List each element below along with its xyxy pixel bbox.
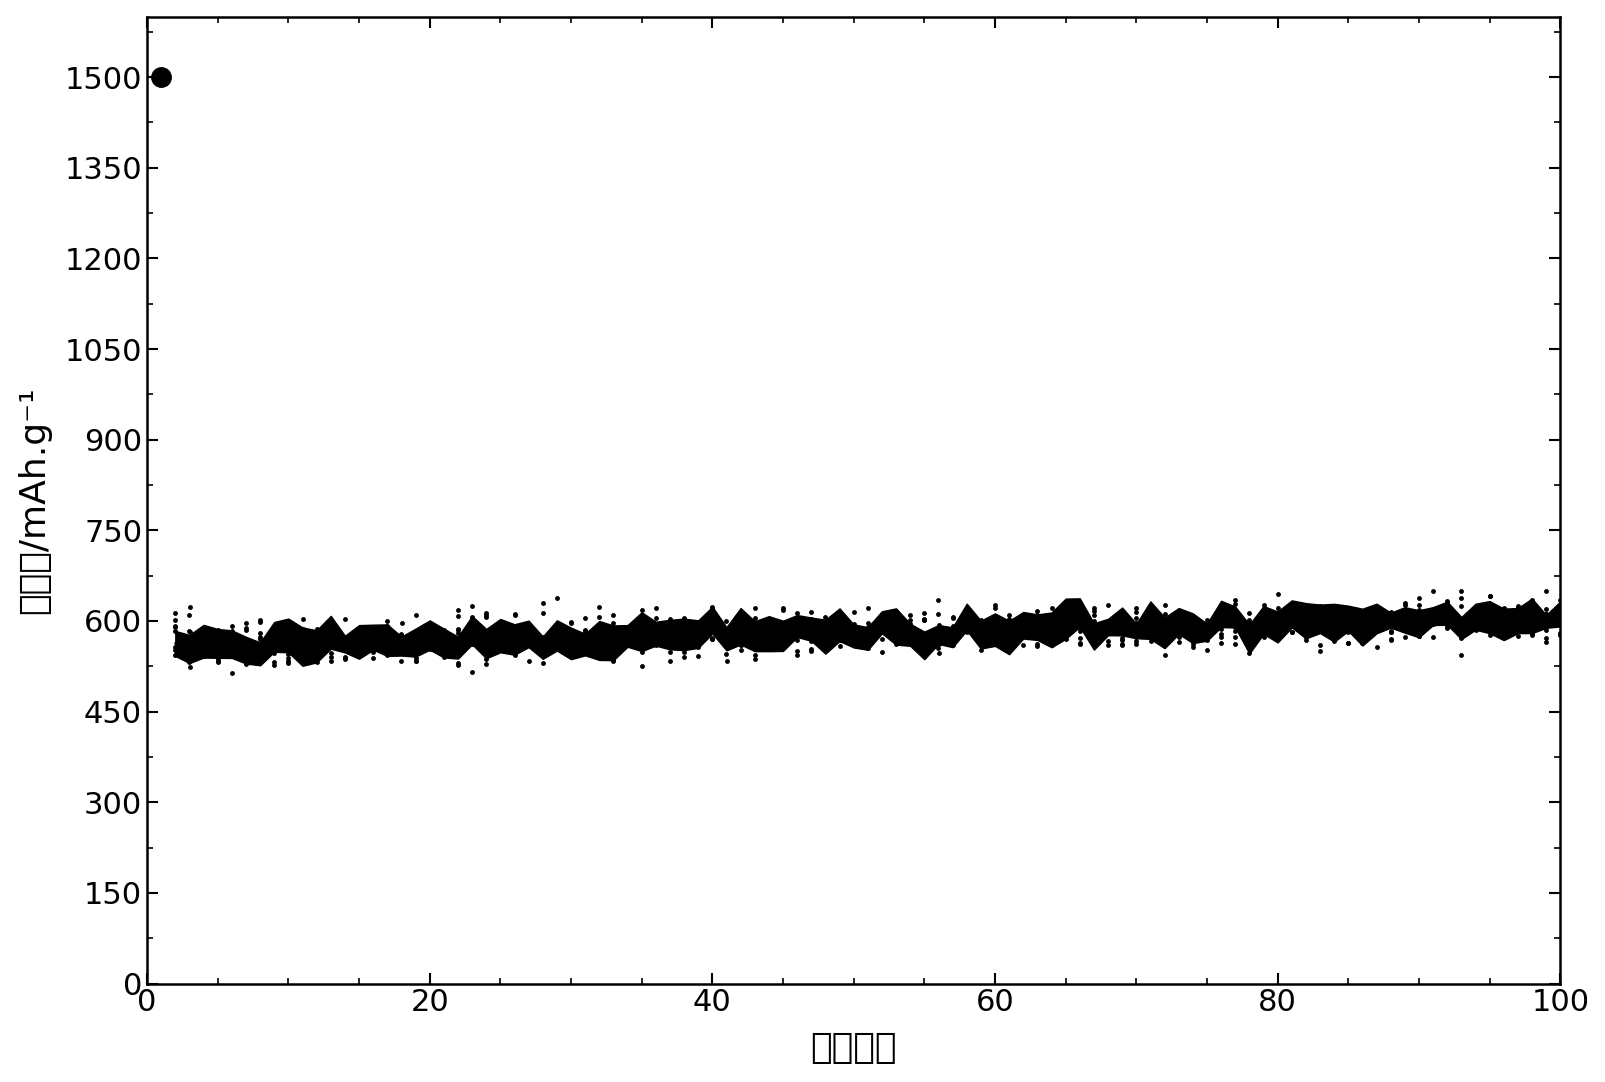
Y-axis label: 比容量/mAh.g⁻¹: 比容量/mAh.g⁻¹ bbox=[16, 386, 51, 613]
X-axis label: 循环次数: 循环次数 bbox=[811, 1031, 896, 1066]
